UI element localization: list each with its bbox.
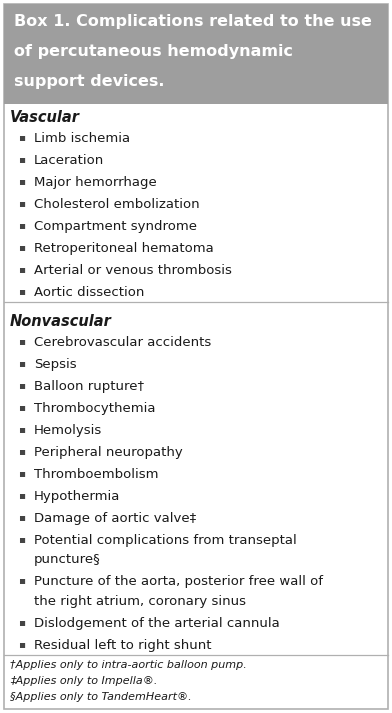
Text: ▪: ▪ — [18, 220, 25, 230]
Text: Hypothermia: Hypothermia — [34, 490, 120, 503]
Text: ▪: ▪ — [18, 468, 25, 478]
Text: ▪: ▪ — [18, 424, 25, 434]
Text: ▪: ▪ — [18, 512, 25, 522]
Text: Potential complications from transeptal: Potential complications from transeptal — [34, 534, 297, 547]
Text: Box 1. Complications related to the use: Box 1. Complications related to the use — [14, 14, 372, 29]
Text: ▪: ▪ — [18, 154, 25, 164]
Text: Puncture of the aorta, posterior free wall of: Puncture of the aorta, posterior free wa… — [34, 575, 323, 588]
Text: ▪: ▪ — [18, 264, 25, 274]
Text: ▪: ▪ — [18, 402, 25, 412]
Text: Dislodgement of the arterial cannula: Dislodgement of the arterial cannula — [34, 617, 280, 630]
Text: ▪: ▪ — [18, 490, 25, 500]
Text: ▪: ▪ — [18, 639, 25, 649]
Text: Cholesterol embolization: Cholesterol embolization — [34, 198, 200, 211]
Text: §Applies only to TandemHeart®.: §Applies only to TandemHeart®. — [10, 692, 192, 702]
Text: Limb ischemia: Limb ischemia — [34, 132, 130, 145]
Text: Balloon rupture†: Balloon rupture† — [34, 380, 144, 393]
Text: Thromboembolism: Thromboembolism — [34, 468, 158, 481]
Text: ▪: ▪ — [18, 358, 25, 368]
Text: support devices.: support devices. — [14, 74, 165, 89]
Text: ‡Applies only to Impella®.: ‡Applies only to Impella®. — [10, 676, 157, 686]
Text: ▪: ▪ — [18, 198, 25, 208]
Text: Arterial or venous thrombosis: Arterial or venous thrombosis — [34, 264, 232, 277]
Text: ▪: ▪ — [18, 286, 25, 296]
Text: ▪: ▪ — [18, 336, 25, 346]
Text: ▪: ▪ — [18, 242, 25, 252]
Text: Cerebrovascular accidents: Cerebrovascular accidents — [34, 336, 211, 349]
Text: ▪: ▪ — [18, 380, 25, 390]
Text: ▪: ▪ — [18, 132, 25, 142]
Text: ▪: ▪ — [18, 534, 25, 544]
Text: Vascular: Vascular — [10, 110, 80, 125]
Text: Thrombocythemia: Thrombocythemia — [34, 402, 156, 415]
Text: puncture§: puncture§ — [34, 553, 101, 566]
Text: Residual left to right shunt: Residual left to right shunt — [34, 639, 212, 652]
Text: ▪: ▪ — [18, 575, 25, 585]
Text: Nonvascular: Nonvascular — [10, 314, 112, 329]
Text: Peripheral neuropathy: Peripheral neuropathy — [34, 446, 183, 459]
Text: the right atrium, coronary sinus: the right atrium, coronary sinus — [34, 595, 246, 607]
Text: Sepsis: Sepsis — [34, 358, 76, 371]
Text: ▪: ▪ — [18, 176, 25, 186]
Text: Hemolysis: Hemolysis — [34, 424, 102, 437]
Text: Major hemorrhage: Major hemorrhage — [34, 176, 157, 189]
Text: of percutaneous hemodynamic: of percutaneous hemodynamic — [14, 44, 293, 59]
Text: ▪: ▪ — [18, 617, 25, 627]
Text: Aortic dissection: Aortic dissection — [34, 286, 144, 299]
Text: †Applies only to intra-aortic balloon pump.: †Applies only to intra-aortic balloon pu… — [10, 660, 247, 670]
Bar — [4, 4, 388, 104]
Text: Compartment syndrome: Compartment syndrome — [34, 220, 197, 233]
Text: Damage of aortic valve‡: Damage of aortic valve‡ — [34, 512, 196, 525]
Text: Retroperitoneal hematoma: Retroperitoneal hematoma — [34, 242, 214, 255]
Text: ▪: ▪ — [18, 446, 25, 456]
Text: Laceration: Laceration — [34, 154, 104, 167]
